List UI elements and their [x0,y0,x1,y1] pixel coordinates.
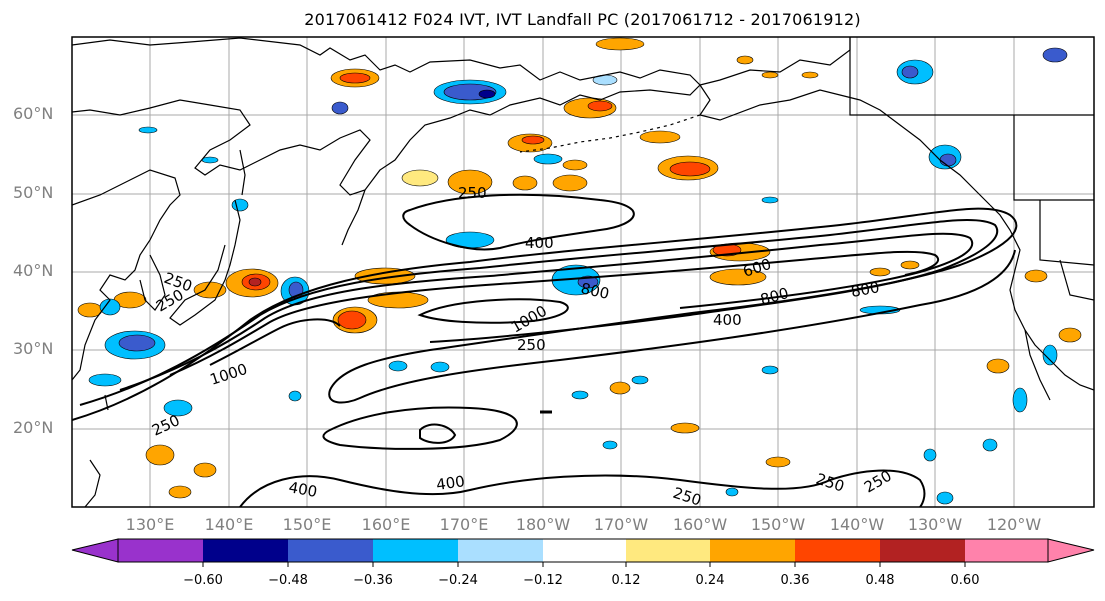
lon-label: 140°E [204,515,254,534]
lon-label: 170°E [439,515,489,534]
colorbar-tick-label: 0.48 [865,573,895,588]
colorbar-bin [203,539,288,562]
colorbar-bin [880,539,965,562]
contour-label: 400 [525,234,554,252]
ivt-contours [72,193,1018,507]
lon-label: 170°W [593,515,649,534]
lat-label: 50°N [13,183,54,202]
colorbar-tick-label: −0.12 [523,573,563,588]
colorbar-tick-label: −0.48 [268,573,308,588]
colorbar-bin [965,539,1048,562]
colorbar-bin [626,539,710,562]
colorbar-tick-label: −0.36 [353,573,393,588]
colorbar-tick-label: 0.12 [611,573,641,588]
contour-label: 250 [458,184,487,202]
colorbar-tick-label: 0.60 [950,573,980,588]
contour-label: 400 [713,311,742,329]
colorbar-max-extend [1047,538,1095,563]
lat-label: 20°N [13,418,54,437]
lat-label: 30°N [13,339,54,358]
colorbar-bin [458,539,543,562]
contour-label: 250 [517,336,546,354]
contour-label: 400 [287,478,318,501]
colorbar [71,538,1095,567]
contour-label: 400 [435,472,466,494]
lon-label: 150°E [282,515,332,534]
colorbar-tick-label: −0.60 [183,573,223,588]
colorbar-tick-label: −0.24 [438,573,478,588]
coastlines [72,37,1094,507]
lon-label: 130°W [907,515,963,534]
colorbar-tick-label: 0.24 [695,573,725,588]
lon-label: 150°W [750,515,806,534]
contour-label: 800 [850,278,881,301]
map-border [71,36,1095,508]
colorbar-bin [795,539,880,562]
colorbar-min-extend [71,538,119,563]
pc-shading [77,37,1082,505]
lon-label: 130°E [125,515,175,534]
lon-label: 140°W [829,515,885,534]
lon-label: 120°W [986,515,1042,534]
lat-label: 60°N [13,104,54,123]
chart-title: 2017061412 F024 IVT, IVT Landfall PC (20… [304,10,861,29]
lon-label: 160°W [672,515,728,534]
colorbar-tick-label: 0.36 [780,573,810,588]
colorbar-bin [288,539,373,562]
lon-label: 160°E [361,515,411,534]
contour-label: 800 [579,279,611,303]
colorbar-bin [118,539,203,562]
lon-label: 180°W [515,515,571,534]
lat-label: 40°N [13,261,54,280]
colorbar-bin [373,539,458,562]
contour-label-group: 250 400 250 600 800 800 250 1000 400 800… [149,184,895,510]
colorbar-bin [543,539,626,562]
colorbar-bin [710,539,795,562]
